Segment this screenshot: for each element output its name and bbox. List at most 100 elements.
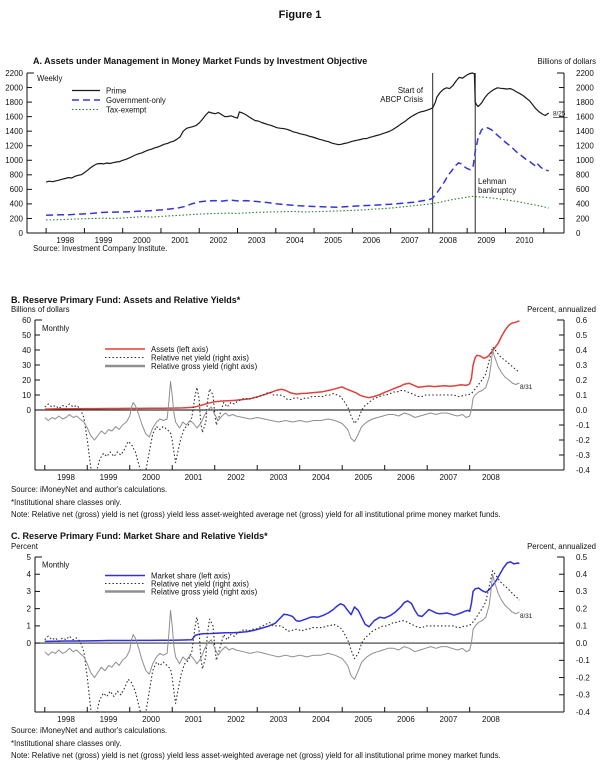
x-tick-label: 2010 <box>516 236 534 245</box>
panel-c-left-axis-unit: Percent <box>11 542 38 551</box>
x-tick-label: 1998 <box>57 715 75 724</box>
left-tick-label: 30 <box>22 361 31 370</box>
x-tick-label: 2000 <box>133 236 151 245</box>
x-tick-label: 2002 <box>227 715 245 724</box>
x-tick-label: 2004 <box>312 473 330 482</box>
x-tick-label: 2006 <box>397 715 415 724</box>
frequency-label: Monthly <box>42 561 69 570</box>
x-tick-label: 2005 <box>355 473 373 482</box>
x-tick-label: 1998 <box>56 236 74 245</box>
right-tick-label: 1600 <box>576 112 594 121</box>
legend-tax_exempt-label: Tax-exempt <box>106 105 147 114</box>
right-tick-label: 0.0 <box>576 639 588 648</box>
right-tick-label: 0.1 <box>576 622 588 631</box>
panel-c-footnote: *Institutional share classes only. <box>11 738 122 748</box>
right-tick-label: 0.5 <box>576 331 588 340</box>
right-tick-label: 0.1 <box>576 391 588 400</box>
x-tick-label: 2001 <box>171 236 189 245</box>
right-tick-label: -0.2 <box>576 673 590 682</box>
left-tick-label: 1400 <box>5 127 23 136</box>
left-tick-label: 60 <box>22 316 31 325</box>
left-tick-label: 1200 <box>5 142 23 151</box>
right-tick-label: 400 <box>576 200 590 209</box>
x-tick-label: 2002 <box>227 473 245 482</box>
x-tick-label: 2005 <box>324 236 342 245</box>
annotation-text: Lehman <box>478 177 506 186</box>
series-prime-line <box>45 72 550 183</box>
left-tick-label: 600 <box>10 185 24 194</box>
series-net-line <box>44 570 520 712</box>
right-tick-label: -0.2 <box>576 436 590 445</box>
left-tick-label: 2 <box>27 604 32 613</box>
panel-c-source: Source: iMoneyNet and author's calculati… <box>11 726 168 735</box>
right-tick-label: 0.3 <box>576 361 588 370</box>
x-tick-label: 2008 <box>482 473 500 482</box>
x-tick-label: 2001 <box>185 473 203 482</box>
panel-b-left-axis-unit: Billions of dollars <box>11 305 70 314</box>
legend-gross-label: Relative gross yield (right axis) <box>151 587 258 596</box>
x-tick-label: 2006 <box>363 236 381 245</box>
chart-b-canvas: 0 10 20 30 40 50 60 -0.4 -0.3 -0.2 -0.1 0.0 0.1 0.2 0.… <box>22 316 590 482</box>
right-tick-label: 600 <box>576 185 590 194</box>
left-tick-label: 400 <box>10 200 24 209</box>
x-tick-label: 2005 <box>355 715 373 724</box>
left-tick-label: 2000 <box>5 83 23 92</box>
right-tick-label: 0.2 <box>576 376 588 385</box>
left-tick-label: 1000 <box>5 156 23 165</box>
left-tick-label: 800 <box>10 171 24 180</box>
x-tick-label: 2009 <box>477 236 495 245</box>
right-tick-label: -0.1 <box>576 656 590 665</box>
left-tick-label: 3 <box>27 587 32 596</box>
chart-a-canvas: 0200400600800100012001400160018002000220… <box>5 69 594 245</box>
right-tick-label: 200 <box>576 214 590 223</box>
x-tick-label: 2003 <box>270 715 288 724</box>
legend-share-label: Market share (left axis) <box>151 571 231 580</box>
legend-net-label: Relative net yield (right axis) <box>151 579 249 588</box>
panel-b-source: Source: iMoneyNet and author's calculati… <box>11 485 168 494</box>
x-tick-label: 2007 <box>440 473 458 482</box>
x-tick-label: 2000 <box>142 715 160 724</box>
legend-gross-label: Relative gross yield (right axis) <box>151 362 258 371</box>
left-tick-label: 5 <box>27 553 32 562</box>
left-tick-label: 20 <box>22 376 31 385</box>
x-tick-label: 2000 <box>142 473 160 482</box>
legend-assets-label: Assets (left axis) <box>151 345 209 354</box>
panel-c-right-axis-unit: Percent, annualized <box>527 542 596 551</box>
left-tick-label: 10 <box>22 391 31 400</box>
panel-c-title: C. Reserve Primary Fund: Market Share an… <box>11 531 268 541</box>
panel-a-source: Source: Investment Company Institute. <box>33 244 168 253</box>
annotation-text: Start of <box>398 86 424 95</box>
right-tick-label: 0.2 <box>576 604 588 613</box>
series-share-line <box>44 561 520 643</box>
right-tick-label: -0.4 <box>576 708 590 717</box>
left-tick-label: 2200 <box>5 69 23 78</box>
left-tick-label: 40 <box>22 346 31 355</box>
x-tick-label: 2001 <box>185 715 203 724</box>
panel-b-title: B. Reserve Primary Fund: Assets and Rela… <box>11 295 241 305</box>
left-tick-label: 50 <box>22 331 31 340</box>
x-tick-label: 1998 <box>57 473 75 482</box>
right-tick-label: 0.5 <box>576 553 588 562</box>
series-government_only-line <box>46 126 549 216</box>
series-gross-line <box>44 573 520 680</box>
right-tick-label: 800 <box>576 171 590 180</box>
frequency-label: Weekly <box>37 74 63 83</box>
right-tick-label: 0.4 <box>576 570 588 579</box>
annotation-text: 8/31 <box>520 613 533 620</box>
right-tick-label: 2000 <box>576 83 594 92</box>
right-tick-label: -0.3 <box>576 691 590 700</box>
right-tick-label: 0.0 <box>576 406 588 415</box>
series-tax_exempt-line <box>46 195 549 221</box>
annotation-text: ABCP Crisis <box>380 95 423 104</box>
x-tick-label: 2004 <box>312 715 330 724</box>
legend-prime-label: Prime <box>106 86 126 95</box>
x-tick-label: 2007 <box>401 236 419 245</box>
x-tick-label: 2003 <box>270 473 288 482</box>
left-tick-label: 1600 <box>5 112 23 121</box>
x-tick-label: 2008 <box>482 715 500 724</box>
panel-c-note: Note: Relative net (gross) yield is net … <box>11 750 501 760</box>
right-tick-label: 1800 <box>576 98 594 107</box>
panel-b-right-axis-unit: Percent, annualized <box>527 305 596 314</box>
right-tick-label: -0.1 <box>576 421 590 430</box>
